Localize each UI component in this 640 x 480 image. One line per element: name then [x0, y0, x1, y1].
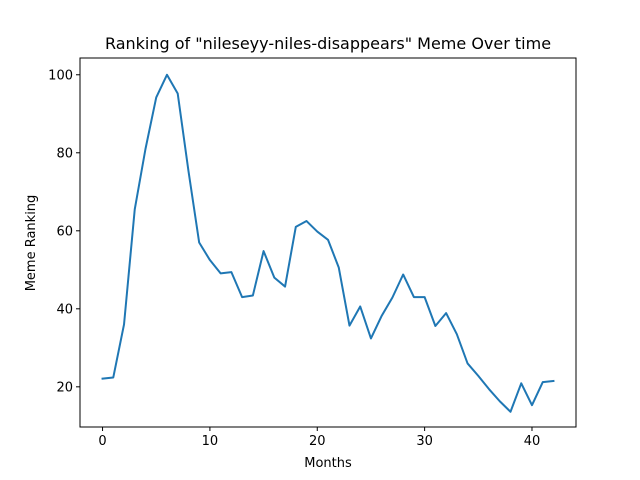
y-tick-label: 40	[56, 302, 73, 317]
axis-ticks: 0 10 20 30 40 20 40 60 80 100	[48, 68, 540, 449]
series-line	[101, 73, 555, 413]
y-tick-label: 60	[56, 224, 73, 239]
y-axis-label: Meme Ranking	[24, 195, 39, 292]
x-tick-label: 0	[98, 434, 106, 449]
x-tick-label: 40	[524, 434, 541, 449]
y-tick-label: 100	[48, 68, 73, 83]
y-tick-label: 20	[56, 380, 73, 395]
x-tick-label: 30	[416, 434, 433, 449]
x-axis-label: Months	[304, 456, 352, 471]
plot-frame	[79, 57, 577, 428]
chart-title: Ranking of "nileseyy-niles-disappears" M…	[105, 34, 551, 53]
y-tick-label: 80	[56, 146, 73, 161]
x-tick-label: 10	[202, 434, 219, 449]
x-tick-label: 20	[309, 434, 326, 449]
